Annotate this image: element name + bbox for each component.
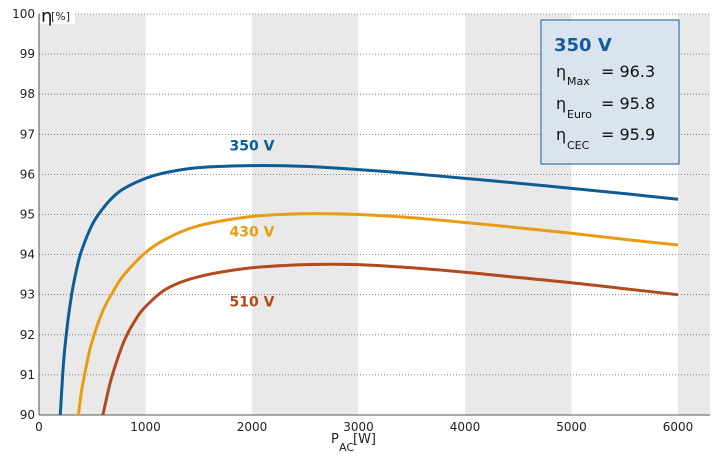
info-row-subscript: Euro bbox=[567, 108, 592, 121]
x-axis-title: P AC [W] bbox=[331, 432, 376, 454]
info-row-euro: η Euro = 95.8 bbox=[556, 94, 655, 121]
y-tick-labels: 90 91 92 93 94 95 96 97 98 99 100 bbox=[12, 7, 35, 422]
x-axis-unit: [W] bbox=[353, 432, 376, 447]
info-row-value: = 95.9 bbox=[601, 125, 655, 144]
grid-band bbox=[678, 14, 710, 415]
series-label: 510 V bbox=[230, 295, 275, 311]
info-row-subscript: CEC bbox=[567, 139, 590, 152]
y-tick-label: 100 bbox=[12, 7, 35, 21]
x-tick-label: 6000 bbox=[663, 420, 694, 434]
y-tick-label: 93 bbox=[20, 288, 35, 302]
x-tick-label: 4000 bbox=[450, 420, 481, 434]
y-axis-title: η [%] bbox=[40, 4, 75, 27]
series-lines bbox=[58, 164, 679, 416]
series-line bbox=[101, 262, 679, 416]
info-row-value: = 96.3 bbox=[601, 62, 655, 81]
y-tick-label: 96 bbox=[20, 167, 35, 181]
info-box-title: 350 V bbox=[554, 35, 612, 56]
axes bbox=[38, 14, 710, 416]
series-label: 430 V bbox=[230, 225, 275, 241]
info-row-subscript: Max bbox=[567, 75, 590, 88]
info-row-symbol: η bbox=[556, 125, 566, 144]
y-tick-label: 90 bbox=[20, 408, 35, 422]
x-axis-symbol: P bbox=[331, 432, 339, 447]
info-row-symbol: η bbox=[556, 94, 566, 113]
y-tick-label: 92 bbox=[20, 328, 35, 342]
info-row-value: = 95.8 bbox=[601, 94, 655, 113]
y-tick-label: 97 bbox=[20, 127, 35, 141]
info-row-cec: η CEC = 95.9 bbox=[556, 125, 655, 152]
series-line bbox=[58, 164, 679, 416]
info-row-symbol: η bbox=[556, 62, 566, 81]
y-tick-label: 91 bbox=[20, 368, 35, 382]
series-labels: 350 V 430 V 510 V bbox=[230, 138, 275, 310]
y-axis-symbol: η bbox=[41, 6, 52, 27]
x-tick-label: 5000 bbox=[556, 420, 587, 434]
x-tick-label: 1000 bbox=[130, 420, 161, 434]
x-axis-subscript: AC bbox=[339, 441, 354, 454]
y-tick-label: 98 bbox=[20, 87, 35, 101]
grid-lines bbox=[39, 13, 710, 376]
series-label: 350 V bbox=[230, 138, 275, 154]
info-row-max: η Max = 96.3 bbox=[556, 62, 655, 88]
y-tick-label: 94 bbox=[20, 248, 35, 262]
y-axis-unit: [%] bbox=[51, 10, 70, 23]
info-box-frame bbox=[540, 19, 680, 165]
x-tick-label: 3000 bbox=[343, 420, 374, 434]
grid-band bbox=[39, 14, 146, 415]
y-tick-label: 95 bbox=[20, 208, 35, 222]
y-tick-label: 99 bbox=[20, 47, 35, 61]
series-line bbox=[76, 212, 679, 416]
info-box: 350 V η Max = 96.3 η Euro = 95.8 η CEC =… bbox=[540, 19, 680, 165]
x-tick-label: 0 bbox=[35, 420, 43, 434]
x-tick-labels: 0 1000 2000 3000 4000 5000 6000 bbox=[35, 420, 693, 434]
x-tick-label: 2000 bbox=[237, 420, 268, 434]
